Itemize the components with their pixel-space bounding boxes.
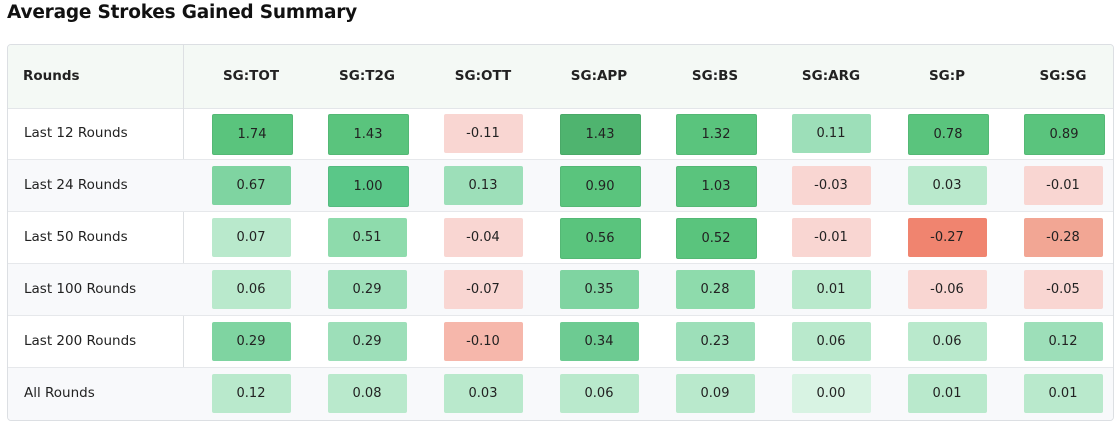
- sg-summary-table: Rounds SG:TOT SG:T2G SG:OTT SG:APP SG:BS SG:A…: [7, 44, 1114, 421]
- sg-value-cell: 1.43: [559, 114, 641, 155]
- sg-value-cell: 0.12: [211, 374, 291, 413]
- sg-value-cell: 1.03: [675, 166, 757, 207]
- sg-value-cell: 0.67: [211, 166, 291, 205]
- sg-value-cell: -0.06: [907, 270, 987, 309]
- sg-value-cell: 0.00: [791, 374, 871, 413]
- row-label: Last 24 Rounds: [24, 177, 128, 193]
- sg-value-cell: 0.23: [675, 322, 755, 361]
- table-header-row: Rounds SG:TOT SG:T2G SG:OTT SG:APP SG:BS SG:A…: [8, 45, 1113, 109]
- sg-value-cell: 0.51: [327, 218, 407, 257]
- sg-value-cell: 0.56: [559, 218, 641, 259]
- row-label: Last 200 Rounds: [24, 333, 137, 349]
- sg-value-cell: 0.12: [1023, 322, 1103, 361]
- sg-value-cell: -0.03: [791, 166, 871, 205]
- sg-value-cell: 1.00: [327, 166, 409, 207]
- table-row: Last 12 Rounds 1.74 1.43 -0.11 1.43 1.32 0.11 0…: [8, 108, 1113, 160]
- sg-value-cell: 0.34: [559, 322, 639, 361]
- page-title: Average Strokes Gained Summary: [7, 2, 358, 23]
- sg-value-cell: 0.52: [675, 218, 757, 259]
- sg-value-cell: -0.05: [1023, 270, 1103, 309]
- sg-value-cell: -0.01: [1023, 166, 1103, 205]
- sg-value-cell: -0.01: [791, 218, 871, 257]
- row-label: All Rounds: [24, 385, 95, 401]
- rounds-column-header: Rounds: [23, 68, 80, 84]
- table-row: All Rounds 0.12 0.08 0.03 0.06 0.09 0.00 0.01 0.…: [8, 368, 1113, 420]
- column-header-sg-p: SG:P: [928, 68, 966, 84]
- sg-value-cell: 0.11: [791, 114, 871, 153]
- sg-value-cell: 1.74: [211, 114, 293, 155]
- sg-value-cell: 0.06: [559, 374, 639, 413]
- row-label: Last 100 Rounds: [24, 281, 137, 297]
- table-row: Last 50 Rounds 0.07 0.51 -0.04 0.56 0.52 -0.01…: [8, 212, 1113, 264]
- sg-value-cell: 0.78: [907, 114, 989, 155]
- sg-value-cell: 0.03: [907, 166, 987, 205]
- sg-value-cell: 1.43: [327, 114, 409, 155]
- sg-value-cell: 0.01: [1023, 374, 1103, 413]
- table-row: Last 200 Rounds 0.29 0.29 -0.10 0.34 0.23 0.06…: [8, 316, 1113, 368]
- column-header-sg-arg: SG:ARG: [801, 68, 861, 84]
- sg-value-cell: 0.06: [211, 270, 291, 309]
- column-header-sg-t2g: SG:T2G: [339, 68, 395, 84]
- column-divider: [183, 45, 184, 420]
- sg-value-cell: 0.89: [1023, 114, 1105, 155]
- sg-value-cell: 0.03: [443, 374, 523, 413]
- sg-value-cell: -0.28: [1023, 218, 1103, 257]
- sg-value-cell: 0.01: [907, 374, 987, 413]
- sg-value-cell: 0.06: [907, 322, 987, 361]
- sg-value-cell: 0.07: [211, 218, 291, 257]
- sg-value-cell: 0.90: [559, 166, 641, 207]
- sg-value-cell: -0.11: [443, 114, 523, 153]
- column-header-sg-sg: SG:SG: [1039, 68, 1087, 84]
- sg-value-cell: -0.10: [443, 322, 523, 361]
- column-header-sg-bs: SG:BS: [691, 68, 739, 84]
- sg-value-cell: 0.06: [791, 322, 871, 361]
- sg-value-cell: 0.29: [327, 270, 407, 309]
- table-row: Last 24 Rounds 0.67 1.00 0.13 0.90 1.03 -0.03 0…: [8, 160, 1113, 212]
- sg-value-cell: 0.29: [327, 322, 407, 361]
- sg-value-cell: 0.28: [675, 270, 755, 309]
- sg-value-cell: -0.04: [443, 218, 523, 257]
- row-label: Last 12 Rounds: [24, 125, 128, 141]
- sg-value-cell: 0.01: [791, 270, 871, 309]
- sg-value-cell: 0.08: [327, 374, 407, 413]
- sg-value-cell: 0.13: [443, 166, 523, 205]
- table-row: Last 100 Rounds 0.06 0.29 -0.07 0.35 0.28 0.01…: [8, 264, 1113, 316]
- row-label: Last 50 Rounds: [24, 229, 128, 245]
- sg-value-cell: 0.29: [211, 322, 291, 361]
- sg-value-cell: 0.09: [675, 374, 755, 413]
- sg-value-cell: 0.35: [559, 270, 639, 309]
- sg-value-cell: -0.07: [443, 270, 523, 309]
- sg-value-cell: 1.32: [675, 114, 757, 155]
- sg-value-cell: -0.27: [907, 218, 987, 257]
- column-header-sg-tot: SG:TOT: [222, 68, 280, 84]
- column-header-sg-app: SG:APP: [570, 68, 628, 84]
- column-header-sg-ott: SG:OTT: [454, 68, 512, 84]
